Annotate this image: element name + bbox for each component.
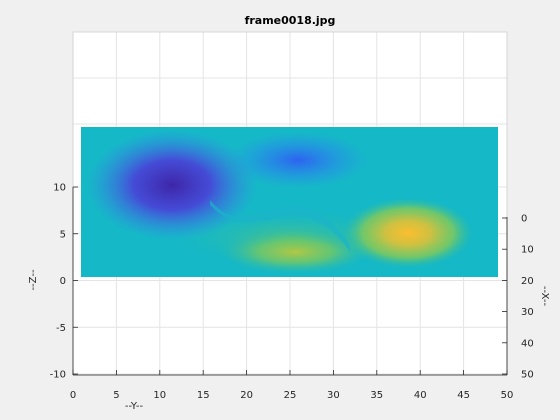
x-tick-label: 10 (521, 245, 534, 256)
x-axis-ticks: 0 10 20 30 40 50 (502, 214, 534, 381)
x-tick-label: 20 (521, 276, 534, 287)
z-tick-label: -10 (50, 370, 66, 381)
surface-dark-peak (87, 130, 257, 240)
surface-green-peak (220, 230, 370, 274)
y-axis-ticks: 0 5 10 15 20 25 30 35 40 45 50 (70, 370, 514, 401)
y-tick-label: 15 (197, 390, 210, 401)
z-axis-ticks: -10 -5 0 5 10 (50, 183, 78, 381)
y-tick-label: 10 (153, 390, 166, 401)
x-tick-label: 50 (521, 370, 534, 381)
y-tick-label: 45 (457, 390, 470, 401)
y-tick-label: 40 (414, 390, 427, 401)
surface-yellow-peak (343, 198, 473, 268)
y-tick-label: 25 (284, 390, 297, 401)
y-tick-label: 20 (240, 390, 253, 401)
y-tick-label: 30 (327, 390, 340, 401)
y-axis-label: --Y-- (125, 401, 144, 412)
surface-blue-peak (228, 132, 368, 188)
y-tick-label: 50 (501, 390, 514, 401)
x-tick-label: 30 (521, 307, 534, 318)
z-tick-label: -5 (56, 323, 66, 334)
z-tick-label: 10 (53, 183, 66, 194)
x-axis-label: --X-- (539, 286, 550, 307)
z-tick-label: 0 (60, 276, 66, 287)
figure-title: frame0018.jpg (245, 14, 336, 27)
z-tick-label: 5 (60, 229, 66, 240)
x-tick-label: 0 (521, 214, 527, 225)
surface-image (81, 127, 498, 277)
y-tick-label: 0 (70, 390, 76, 401)
y-tick-label: 5 (113, 390, 119, 401)
y-tick-label: 35 (370, 390, 383, 401)
surface-ridge-edge (210, 200, 350, 252)
z-axis-label: --Z-- (28, 269, 39, 291)
x-tick-label: 40 (521, 338, 534, 349)
